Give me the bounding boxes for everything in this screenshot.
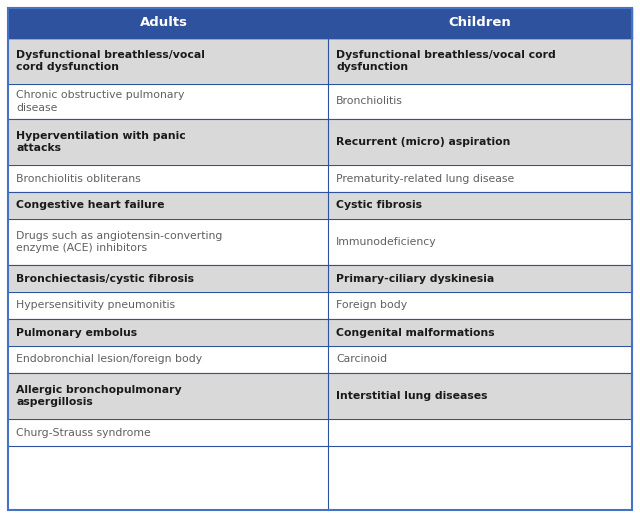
Bar bbox=[8, 292, 632, 319]
Bar bbox=[8, 119, 632, 165]
Text: Allergic bronchopulmonary
aspergillosis: Allergic bronchopulmonary aspergillosis bbox=[17, 385, 182, 407]
Bar bbox=[8, 419, 632, 446]
Text: Interstitial lung diseases: Interstitial lung diseases bbox=[337, 391, 488, 401]
Bar bbox=[8, 165, 632, 192]
Bar bbox=[8, 265, 632, 292]
Text: Dysfunctional breathless/vocal
cord dysfunction: Dysfunctional breathless/vocal cord dysf… bbox=[17, 50, 205, 72]
Text: Immunodeficiency: Immunodeficiency bbox=[337, 237, 437, 247]
Text: Dysfunctional breathless/vocal cord
dysfunction: Dysfunctional breathless/vocal cord dysf… bbox=[337, 50, 556, 72]
Text: Bronchiolitis obliterans: Bronchiolitis obliterans bbox=[17, 174, 141, 183]
Text: Prematurity-related lung disease: Prematurity-related lung disease bbox=[337, 174, 515, 183]
Text: Primary-ciliary dyskinesia: Primary-ciliary dyskinesia bbox=[337, 274, 495, 283]
Text: Congenital malformations: Congenital malformations bbox=[337, 327, 495, 338]
Text: Bronchiectasis/cystic fibrosis: Bronchiectasis/cystic fibrosis bbox=[17, 274, 195, 283]
Text: Carcinoid: Carcinoid bbox=[337, 354, 387, 365]
Bar bbox=[8, 219, 632, 265]
Bar bbox=[8, 8, 632, 38]
Text: Hypersensitivity pneumonitis: Hypersensitivity pneumonitis bbox=[17, 300, 175, 310]
Text: Bronchiolitis: Bronchiolitis bbox=[337, 96, 403, 107]
Text: Hyperventilation with panic
attacks: Hyperventilation with panic attacks bbox=[17, 131, 186, 153]
Text: Congestive heart failure: Congestive heart failure bbox=[17, 200, 165, 210]
Text: Adults: Adults bbox=[140, 17, 188, 30]
Text: Chronic obstructive pulmonary
disease: Chronic obstructive pulmonary disease bbox=[17, 90, 185, 113]
Text: Pulmonary embolus: Pulmonary embolus bbox=[17, 327, 138, 338]
Bar bbox=[8, 192, 632, 219]
Text: Recurrent (micro) aspiration: Recurrent (micro) aspiration bbox=[337, 137, 511, 147]
Text: Foreign body: Foreign body bbox=[337, 300, 408, 310]
Text: Cystic fibrosis: Cystic fibrosis bbox=[337, 200, 422, 210]
Bar bbox=[8, 84, 632, 119]
Bar bbox=[8, 373, 632, 419]
Bar bbox=[8, 38, 632, 84]
Text: Children: Children bbox=[449, 17, 511, 30]
Text: Drugs such as angiotensin-converting
enzyme (ACE) inhibitors: Drugs such as angiotensin-converting enz… bbox=[17, 231, 223, 253]
Text: Churg-Strauss syndrome: Churg-Strauss syndrome bbox=[17, 427, 151, 438]
Text: Endobronchial lesion/foreign body: Endobronchial lesion/foreign body bbox=[17, 354, 202, 365]
Bar bbox=[8, 346, 632, 373]
Bar bbox=[8, 319, 632, 346]
